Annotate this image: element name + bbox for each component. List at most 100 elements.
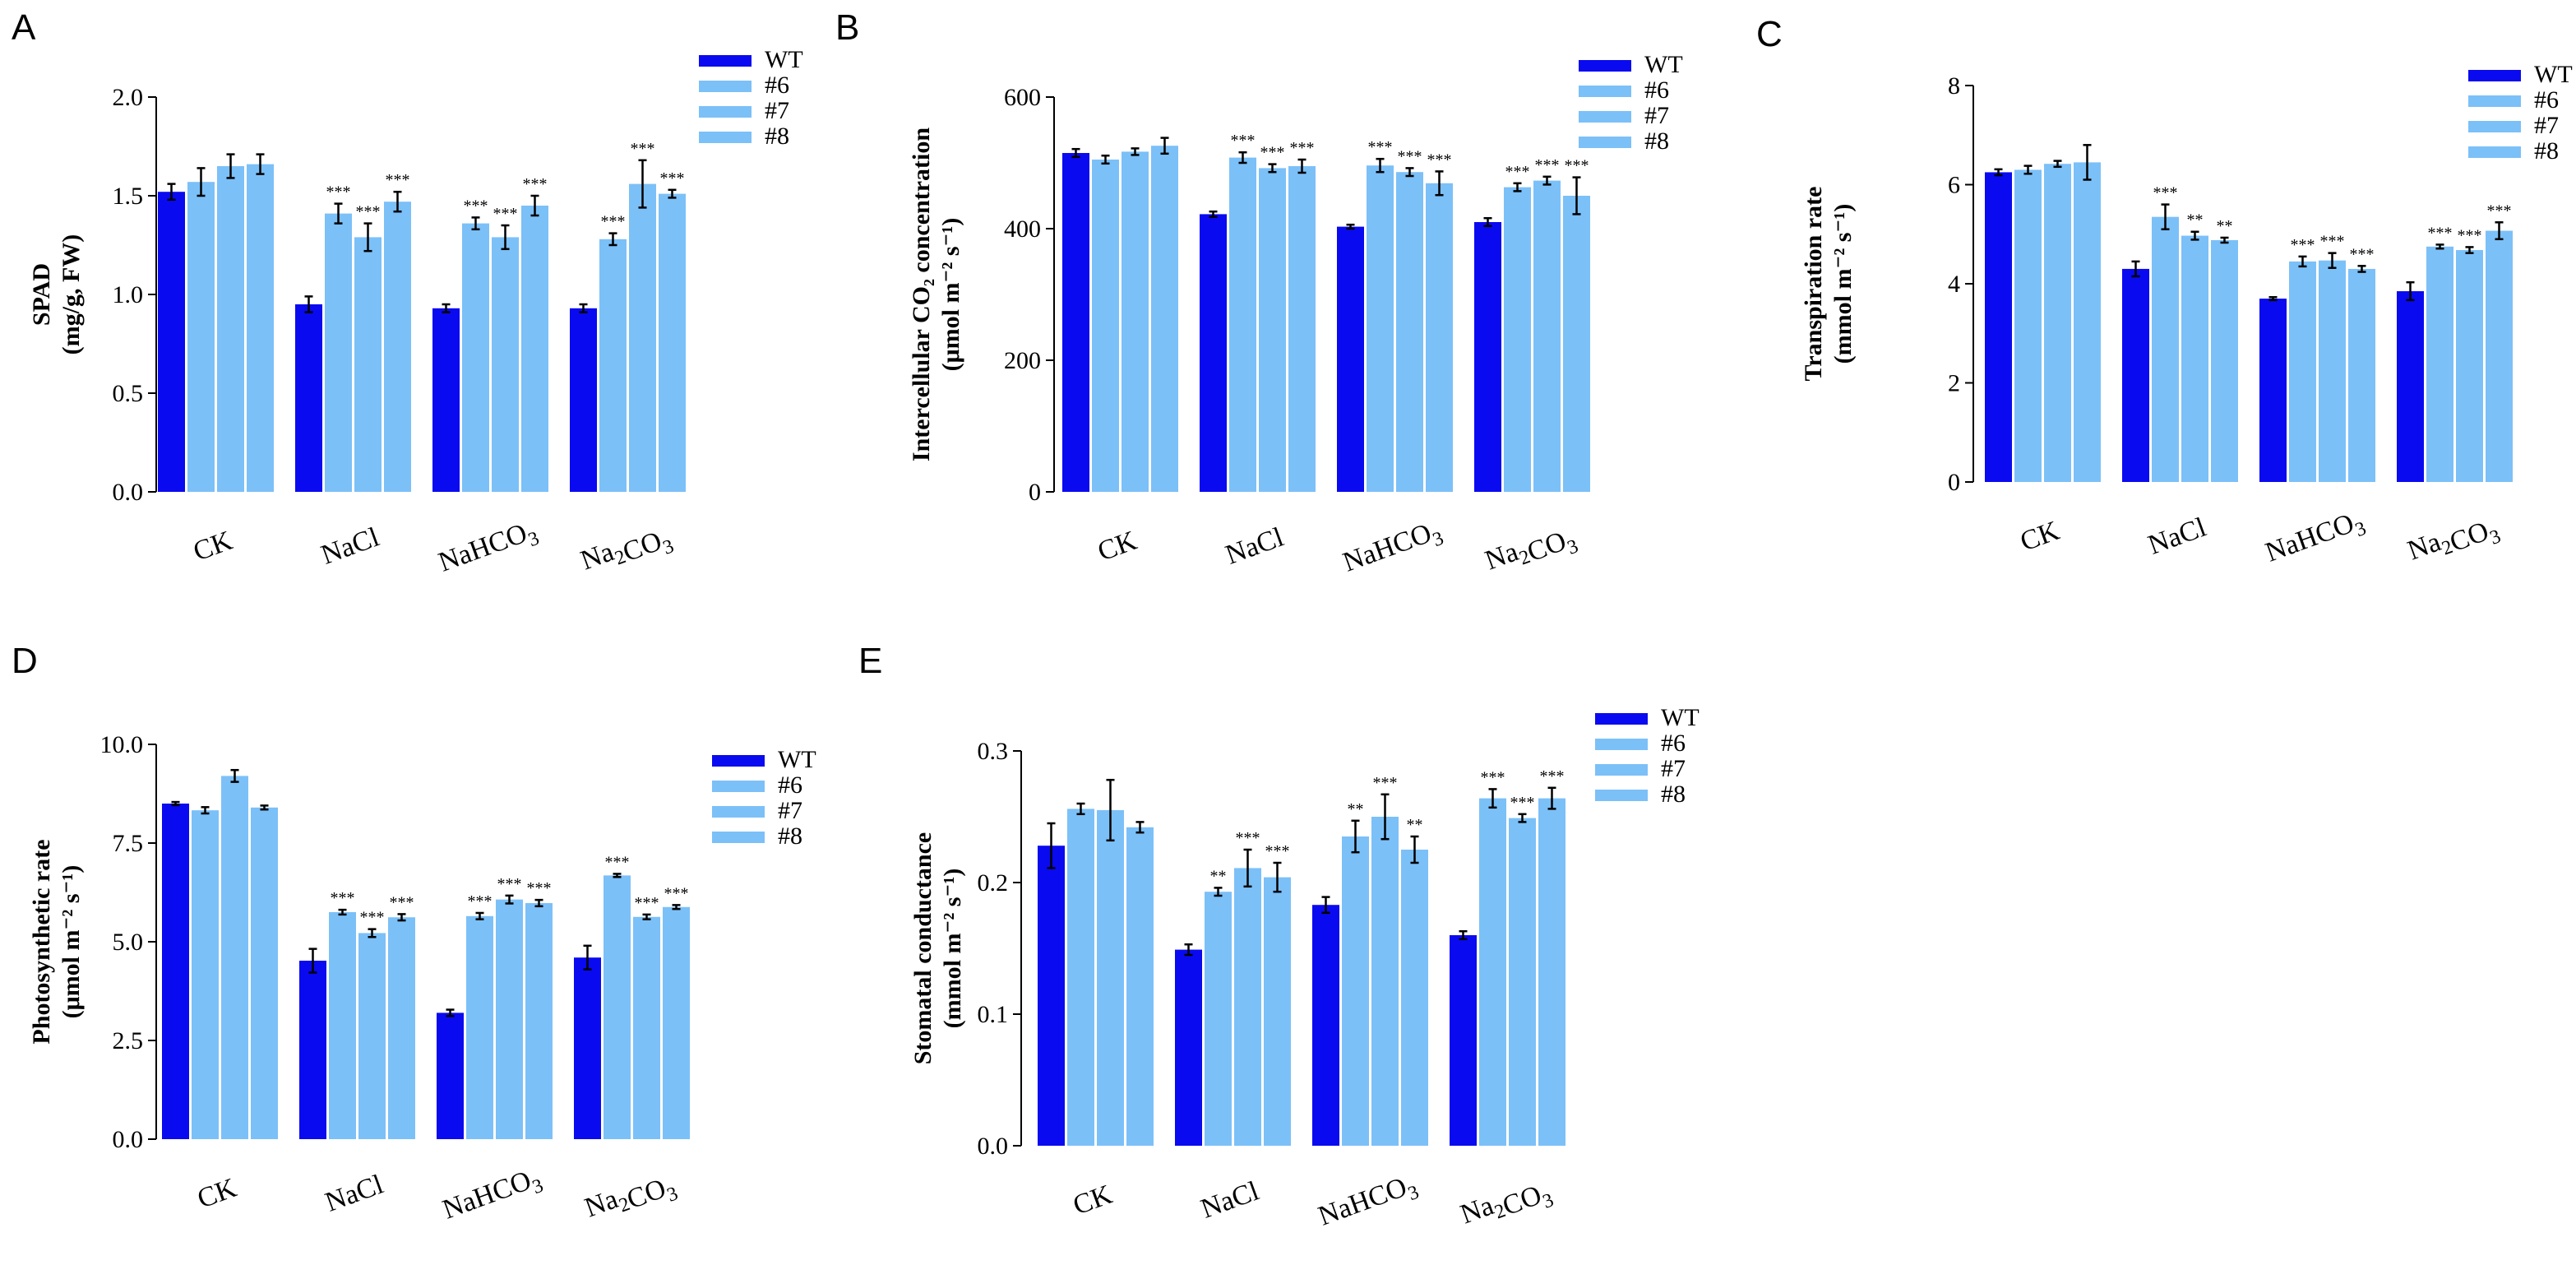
legend-swatch: [1595, 764, 1648, 776]
bar-line8: [251, 807, 278, 1139]
significance-stars: ***: [1427, 151, 1452, 169]
significance-stars: ***: [1368, 138, 1393, 156]
significance-stars: ***: [1265, 842, 1290, 860]
bar-line8: [525, 902, 553, 1139]
bar-WT: [1985, 172, 2012, 482]
bar-line7: [358, 933, 386, 1139]
significance-stars: ***: [331, 889, 355, 907]
y-axis-title: Photosynthetic rate: [28, 839, 55, 1044]
significance-stars: ***: [1510, 794, 1535, 812]
panel-letter: C: [1756, 14, 1783, 54]
y-tick-label: 2.5: [113, 1027, 144, 1054]
category-label: NaHCO3: [435, 515, 543, 583]
legend-swatch: [699, 81, 752, 92]
bar-WT: [574, 957, 601, 1139]
bar-line6: [1205, 892, 1232, 1146]
bar-line6: [604, 875, 631, 1139]
bar-line6: [462, 223, 489, 492]
significance-stars: **: [2187, 211, 2204, 229]
y-tick-label: 0: [1029, 479, 1041, 506]
chart-panel-b: B 0 200 400 600 Intercellular CO₂ concentrati…: [835, 7, 1683, 583]
category-label: NaCl: [317, 521, 383, 570]
significance-stars: ***: [2320, 233, 2345, 251]
significance-stars: ***: [1260, 144, 1285, 162]
category-label: Na2CO3: [2403, 507, 2504, 577]
panel-letter: B: [835, 7, 859, 48]
y-axis-title: (μmol m⁻² s⁻¹): [58, 865, 85, 1019]
category-label: NaHCO3: [1339, 515, 1447, 583]
bar-WT: [299, 961, 326, 1139]
significance-stars: **: [2217, 217, 2233, 235]
bar-line6: [1504, 187, 1531, 492]
y-tick-label: 5.0: [113, 929, 144, 956]
legend-swatch: [712, 781, 765, 792]
legend-label: #7: [765, 97, 789, 124]
significance-stars: ***: [1236, 829, 1260, 847]
bar-line6: [1092, 160, 1119, 492]
bar-line7: [2319, 260, 2346, 482]
legend-swatch: [1579, 86, 1631, 97]
legend-swatch: [1579, 137, 1631, 148]
bar-line8: [521, 206, 548, 492]
y-axis-title: (mg/g, FW): [58, 234, 85, 355]
legend-swatch: [2468, 95, 2521, 107]
y-tick-label: 0.0: [978, 1133, 1009, 1160]
bar-WT: [1038, 846, 1065, 1146]
bar-WT: [158, 192, 185, 492]
bar-WT: [1175, 949, 1202, 1146]
bar-line6: [1067, 809, 1094, 1146]
category-label: CK: [2016, 516, 2063, 558]
legend-swatch: [2468, 70, 2521, 81]
legend-swatch: [712, 806, 765, 818]
significance-stars: ***: [1231, 132, 1256, 150]
category-label: NaHCO3: [1315, 1169, 1422, 1237]
legend-label: #6: [778, 772, 802, 799]
significance-stars: ***: [326, 183, 351, 202]
significance-stars: ***: [2350, 245, 2375, 263]
legend-swatch: [699, 132, 752, 143]
y-tick-label: 8: [1948, 72, 1960, 100]
y-tick-label: 4: [1948, 271, 1960, 298]
bar-WT: [1062, 153, 1089, 492]
bar-WT: [1474, 222, 1501, 492]
legend-label: #6: [2534, 86, 2559, 114]
chart-panel-d: D 0.0 2.5 5.0 7.5 10.0 Photosynthetic rate (μmo…: [12, 641, 816, 1226]
legend-swatch: [1595, 713, 1648, 725]
legend-label: #8: [2534, 137, 2559, 164]
bar-line8: [2074, 162, 2101, 482]
bar-WT: [1450, 935, 1477, 1146]
legend-label: #7: [1644, 102, 1669, 129]
significance-stars: ***: [2458, 226, 2482, 244]
significance-stars: **: [1210, 867, 1227, 885]
significance-stars: ***: [386, 171, 410, 189]
legend-swatch: [1595, 739, 1648, 750]
bar-line8: [659, 193, 686, 492]
legend-label: WT: [1661, 704, 1700, 731]
bar-line8: [663, 906, 690, 1139]
bar-line6: [1229, 157, 1256, 492]
chart-panel-c: C 0 2 4 6 8 Transpiration rate (mmol m⁻² s⁻¹) CK…: [1756, 14, 2573, 577]
bar-line7: [354, 237, 382, 492]
significance-stars: **: [1348, 800, 1364, 818]
legend-label: WT: [1644, 51, 1683, 78]
significance-stars: ***: [664, 884, 689, 902]
legend-label: #8: [765, 123, 789, 150]
significance-stars: ***: [1481, 768, 1505, 786]
category-label: NaCl: [1222, 521, 1288, 570]
chart-panel-e: E 0.0 0.1 0.2 0.3 Stomatal conductance (mmol m…: [858, 641, 1700, 1237]
bar-line6: [1479, 798, 1506, 1146]
bar-line7: [1097, 810, 1124, 1146]
significance-stars: ***: [390, 893, 414, 911]
bar-line6: [599, 239, 627, 492]
significance-stars: ***: [356, 203, 381, 221]
y-tick-label: 0.1: [978, 1001, 1009, 1028]
significance-stars: ***: [1290, 139, 1315, 157]
y-axis-title: Transpiration rate: [1800, 187, 1827, 382]
legend-label: #7: [2534, 112, 2559, 139]
bar-line7: [633, 916, 660, 1139]
bar-line8: [247, 164, 274, 492]
bar-line8: [1563, 196, 1590, 492]
legend-swatch: [699, 106, 752, 118]
legend-label: #8: [1644, 127, 1669, 155]
